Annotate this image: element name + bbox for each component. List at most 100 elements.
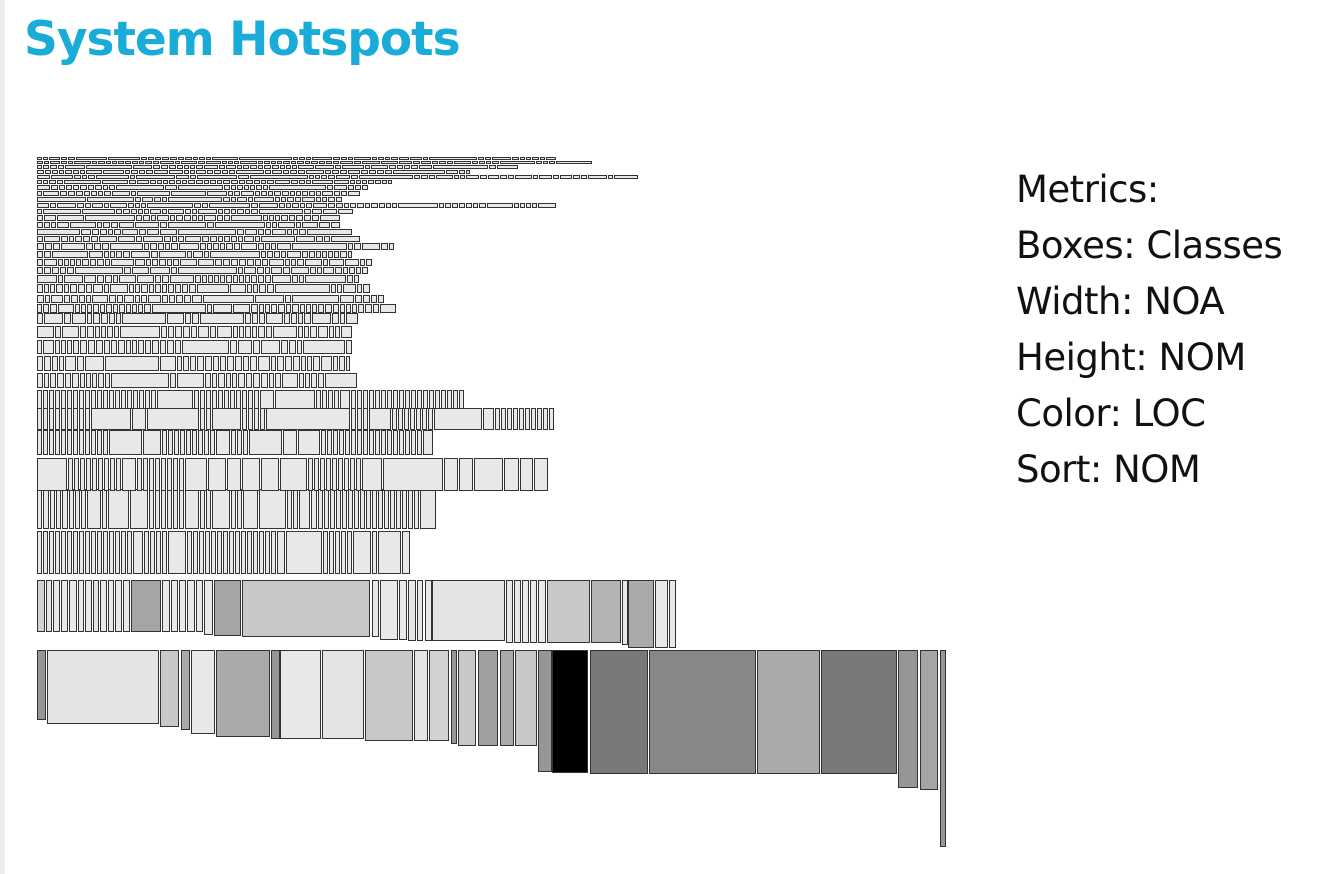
class-box [62,326,79,338]
class-box [105,259,110,266]
class-box [185,209,191,214]
class-box [378,295,384,303]
class-box [378,531,401,574]
class-box [76,191,83,196]
class-box [444,458,458,491]
class-box [92,295,108,303]
class-box [263,185,268,190]
class-box [86,373,91,388]
class-box [193,531,198,574]
class-box [429,390,434,409]
class-box [250,185,255,190]
class-box [439,203,444,208]
class-box [69,236,74,242]
class-box [417,580,423,641]
class-box [162,531,167,574]
class-box [125,161,131,164]
class-box [202,236,209,242]
class-box [86,458,91,491]
class-box [131,580,161,632]
class-box [137,458,142,491]
class-box [81,489,86,529]
class-box [199,531,204,574]
class-box [267,284,274,293]
class-box [423,157,428,160]
class-box [281,340,288,354]
class-box [757,650,820,774]
class-box [84,191,90,196]
class-box [118,236,135,242]
class-box [236,170,264,174]
class-box [340,251,347,258]
class-box [314,458,319,491]
class-box [73,430,78,455]
class-box [127,390,132,409]
class-box [371,165,388,169]
class-box [37,390,42,409]
class-box [159,251,186,258]
class-box [213,304,232,313]
class-box [351,408,356,430]
class-box [136,175,175,179]
class-box [233,275,238,283]
class-box [238,267,243,274]
class-box [330,489,335,529]
class-box [237,229,244,235]
class-box [546,157,556,160]
class-box [359,175,413,179]
class-box [483,408,494,430]
class-box [328,251,333,258]
class-box [87,197,134,202]
class-box [131,170,138,174]
class-box [52,251,88,258]
class-box [414,650,428,741]
legend-sort: Sort: NOM [1016,448,1201,491]
class-box [520,157,525,160]
class-box [354,161,361,164]
class-box [220,275,225,283]
class-box [190,170,195,174]
class-box [335,267,342,274]
class-box [66,185,72,190]
class-box [80,340,87,354]
class-box [61,157,67,160]
class-box [223,531,228,574]
class-box [110,458,115,491]
class-box [298,165,314,169]
class-box [531,408,536,430]
class-box [299,275,304,283]
class-box [101,313,108,324]
class-box [106,161,111,164]
class-box [218,373,225,388]
class-box [258,356,270,371]
class-box [110,251,115,258]
class-box [393,170,445,174]
class-box [93,580,99,632]
class-box [57,203,76,208]
class-box [328,390,333,409]
class-box [245,229,257,235]
class-box [319,222,330,228]
class-box [429,157,477,160]
class-box [55,326,61,338]
class-box [302,251,308,258]
class-box [460,175,465,179]
class-box [292,243,347,250]
class-box [459,390,464,409]
class-box [86,284,92,293]
class-box [184,215,191,221]
class-box [62,489,68,529]
class-box [178,236,184,242]
class-box [55,340,60,354]
class-box [530,580,537,643]
class-box [52,267,59,274]
class-box [239,275,244,283]
class-box [210,180,216,184]
class-box [224,236,230,242]
class-box [261,340,280,354]
class-box [318,489,323,529]
class-box [59,185,65,190]
class-box [256,185,262,190]
class-box [254,197,274,202]
class-box [68,157,75,160]
